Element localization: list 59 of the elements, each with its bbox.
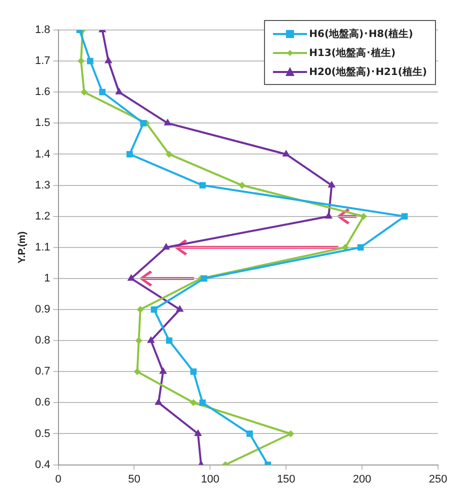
point [166, 150, 173, 158]
point [401, 213, 408, 220]
y-tick-label: 0.5 [34, 428, 50, 440]
y-tick-label: 1.7 [34, 55, 50, 68]
point [199, 182, 206, 188]
y-tick-label: 1.1 [34, 241, 50, 254]
x-tick-label: 200 [352, 473, 372, 486]
point [166, 337, 172, 344]
legend-label: H20(地盤高)･H21(植生) [309, 65, 427, 78]
y-tick-label: 1.4 [34, 148, 50, 160]
point [154, 398, 162, 405]
x-tick-label: 150 [276, 473, 296, 486]
point [135, 337, 142, 344]
point [159, 367, 167, 374]
point [328, 180, 336, 188]
x-tick-label: 0 [55, 473, 62, 486]
point [99, 88, 106, 96]
point [199, 400, 206, 406]
point [80, 88, 88, 96]
y-tick-label: 0.8 [34, 334, 50, 347]
point [190, 368, 197, 375]
legend-label: H6(地盤高)･H8(植生) [309, 27, 414, 40]
point [238, 182, 246, 189]
point [176, 305, 184, 312]
y-tick-label: 1.3 [34, 179, 50, 192]
y-tick-label: 1 [44, 272, 50, 284]
point [78, 58, 85, 65]
point [140, 120, 147, 126]
y-tick-label: 0.9 [34, 304, 50, 316]
point [104, 56, 112, 64]
x-tick-label: 50 [128, 473, 140, 486]
point [360, 212, 368, 220]
point [287, 430, 294, 438]
point [282, 150, 290, 156]
point [136, 306, 144, 314]
point [162, 242, 170, 250]
point [134, 368, 141, 376]
point [115, 88, 123, 94]
legend-label: H13(地盤高･植生) [309, 46, 396, 60]
point [126, 151, 133, 158]
point [194, 429, 202, 436]
point [190, 399, 197, 406]
x-tick-label: 100 [200, 473, 220, 486]
y-tick-label: 0.7 [34, 366, 50, 378]
y-axis-title: Y.P.(m) [16, 231, 28, 264]
point [127, 274, 136, 281]
y-tick-label: 0.6 [34, 396, 50, 409]
point [200, 275, 208, 282]
point [87, 58, 94, 64]
y-tick-label: 1.8 [34, 24, 50, 36]
point [246, 430, 253, 437]
point [147, 336, 155, 343]
y-tick-label: 0.4 [34, 458, 50, 471]
y-tick-label: 1.6 [34, 86, 50, 98]
point [164, 118, 172, 126]
y-tick-label: 1.5 [34, 117, 50, 130]
point [357, 244, 364, 251]
y-tick-label: 1.2 [34, 210, 50, 222]
x-tick-label: 250 [428, 473, 448, 486]
